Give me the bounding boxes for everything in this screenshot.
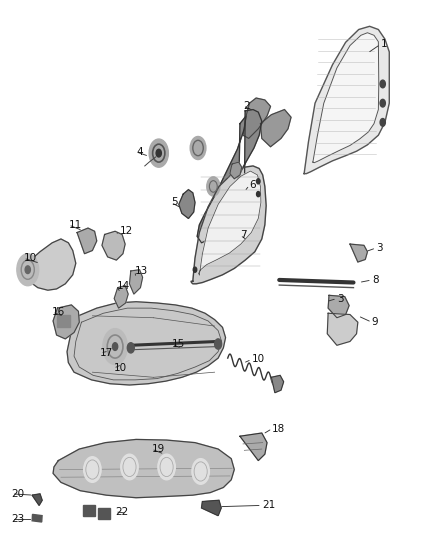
Circle shape [113,343,118,350]
Circle shape [127,343,134,353]
Text: 3: 3 [376,243,383,253]
Text: 15: 15 [172,339,185,349]
Polygon shape [53,305,79,339]
Circle shape [380,99,385,107]
Polygon shape [191,166,266,284]
Polygon shape [67,302,226,385]
Polygon shape [230,162,242,179]
Polygon shape [240,433,267,461]
Text: 4: 4 [136,147,143,157]
Text: 5: 5 [171,197,177,207]
Text: 16: 16 [52,307,65,317]
Text: 14: 14 [117,281,130,292]
Text: 10: 10 [113,364,127,373]
Bar [83,505,95,516]
Circle shape [192,459,209,484]
Text: 21: 21 [262,500,275,511]
Polygon shape [77,228,97,254]
Text: 10: 10 [23,253,36,263]
Bar [98,508,110,520]
Polygon shape [179,190,195,219]
Circle shape [84,457,101,482]
Bar [57,314,70,327]
Polygon shape [261,110,291,147]
Circle shape [25,266,30,273]
Text: 6: 6 [250,180,256,190]
Polygon shape [313,33,379,163]
Polygon shape [21,239,76,290]
Circle shape [193,267,197,272]
Text: 23: 23 [12,514,25,524]
Text: 13: 13 [135,266,148,276]
Polygon shape [272,375,284,393]
Text: 20: 20 [12,489,25,499]
Polygon shape [102,231,125,260]
Polygon shape [327,313,358,345]
Polygon shape [328,295,349,318]
Text: 17: 17 [100,348,113,358]
Polygon shape [243,98,271,139]
Circle shape [380,80,385,88]
Circle shape [156,149,161,157]
Circle shape [103,329,127,365]
Text: 12: 12 [120,227,133,236]
Circle shape [190,136,206,159]
Text: 1: 1 [381,39,387,49]
Bar [32,514,42,522]
Text: 3: 3 [337,294,343,303]
Polygon shape [53,439,234,498]
Text: 7: 7 [240,230,247,240]
Text: 9: 9 [372,317,378,327]
Text: 22: 22 [115,507,128,517]
Circle shape [257,179,260,184]
Circle shape [121,454,138,480]
Text: 18: 18 [272,424,286,433]
Circle shape [149,139,168,167]
Text: 2: 2 [243,101,250,111]
Circle shape [380,118,385,126]
Polygon shape [198,171,261,275]
Polygon shape [304,26,389,174]
Circle shape [17,254,39,286]
Polygon shape [32,494,42,505]
Polygon shape [201,500,221,515]
Polygon shape [130,270,143,294]
Polygon shape [214,110,262,241]
Polygon shape [197,116,246,243]
Circle shape [215,339,222,349]
Text: 19: 19 [151,444,165,454]
Text: 10: 10 [252,354,265,365]
Circle shape [207,177,220,196]
Circle shape [158,454,175,480]
Polygon shape [114,286,128,308]
Circle shape [257,191,260,197]
Polygon shape [350,244,367,262]
Text: 11: 11 [68,220,81,230]
Text: 8: 8 [372,275,378,285]
